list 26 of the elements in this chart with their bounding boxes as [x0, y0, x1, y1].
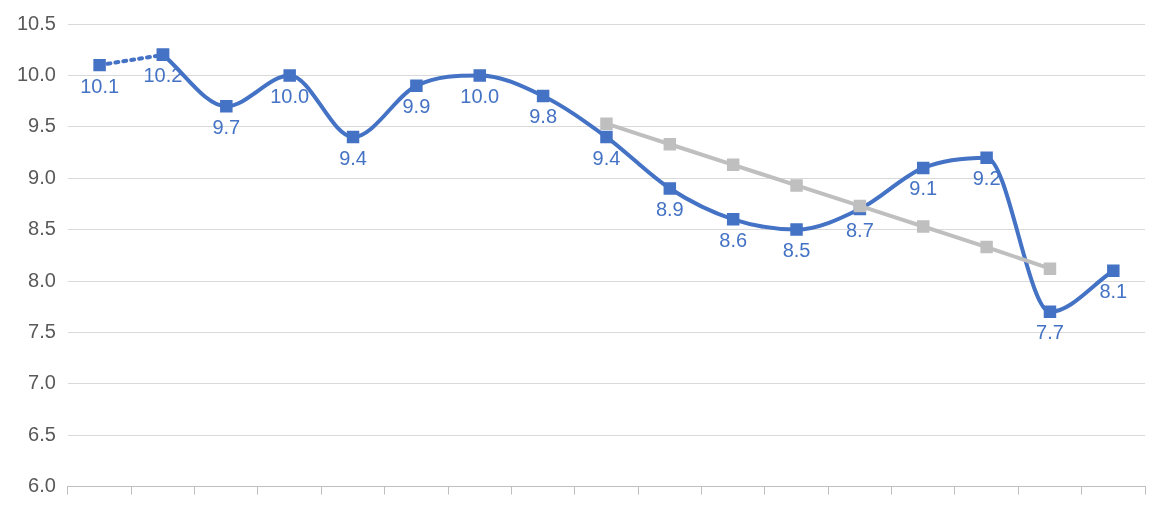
y-tick-label: 9.0	[28, 165, 56, 188]
data-label: 9.4	[339, 146, 367, 169]
data-label: 8.6	[719, 228, 748, 251]
data-label: 9.9	[402, 95, 431, 118]
y-tick-label: 8.5	[28, 217, 56, 240]
data-label: 8.9	[655, 198, 684, 220]
y-tick-label: 10.5	[16, 11, 56, 34]
y-tick-label: 6.0	[28, 474, 56, 497]
data-label: 9.1	[909, 177, 938, 200]
y-tick-label: 8.0	[28, 268, 56, 291]
data-label: 10.1	[80, 74, 120, 97]
data-label: 9.8	[529, 105, 558, 128]
data-label: 8.5	[782, 239, 811, 262]
data-label: 10.0	[270, 84, 310, 107]
y-tick-label: 6.5	[28, 422, 56, 445]
data-label: 9.4	[592, 146, 621, 169]
data-label: 9.7	[212, 115, 241, 138]
data-label: 9.2	[972, 167, 1001, 190]
y-tick-label: 7.0	[28, 371, 56, 394]
y-tick-label: 10.0	[16, 62, 56, 85]
data-label: 10.0	[460, 84, 500, 107]
data-label: 7.7	[1036, 321, 1064, 344]
data-label: 8.7	[845, 218, 874, 241]
data-label: 8.1	[1099, 280, 1128, 303]
y-tick-label: 7.5	[28, 319, 56, 342]
y-tick-label: 9.5	[28, 114, 56, 137]
